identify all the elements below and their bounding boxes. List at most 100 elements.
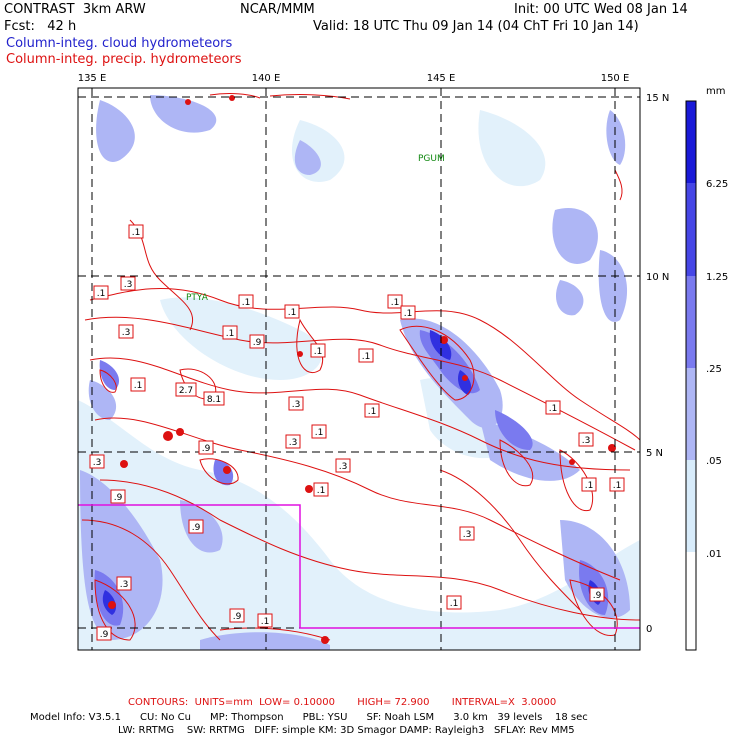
contour-label: .3: [335, 458, 351, 473]
contour-label-text: .1: [314, 347, 323, 357]
contour-label-text: .1: [134, 381, 143, 391]
contour-label: .1: [609, 477, 625, 492]
lon-label: 150 E: [601, 73, 630, 84]
contour-info: CONTOURS: UNITS=mm LOW= 0.10000 HIGH= 72…: [128, 697, 557, 708]
contour-label-text: .3: [120, 580, 129, 590]
colorbar-level: 1.25: [706, 272, 728, 283]
contour-label-text: .3: [463, 530, 472, 540]
contour-label-text: .3: [122, 328, 131, 338]
lon-label: 135 E: [78, 73, 107, 84]
colorbar-swatch: [686, 183, 696, 276]
contour-label-text: .3: [93, 458, 102, 468]
contour-label-text: .3: [289, 438, 298, 448]
contour-label-text: .9: [192, 523, 201, 533]
colorbar-level: .25: [706, 364, 722, 375]
contour-label-text: .9: [100, 630, 109, 640]
flight-track: [78, 504, 640, 629]
contour-label: .1: [222, 325, 238, 340]
contour-label: .1: [128, 224, 144, 239]
contour-label-text: .1: [362, 352, 371, 362]
lat-label: 15 N: [646, 93, 669, 104]
contour-label: .1: [310, 343, 326, 358]
valid-time: Valid: 18 UTC Thu 09 Jan 14 (04 ChT Fri …: [313, 19, 639, 34]
contour-label-text: .9: [202, 444, 211, 454]
colorbar-level: .05: [706, 456, 722, 467]
contour-label-text: .1: [97, 289, 106, 299]
model-title: CONTRAST 3km ARW: [4, 2, 146, 17]
contour-label: .1: [364, 403, 380, 418]
contour-label-text: .1: [242, 298, 251, 308]
contour-label: .1: [387, 294, 403, 309]
contour-label-text: .1: [132, 228, 141, 238]
center-name: NCAR/MMM: [240, 2, 315, 17]
contour-label-text: 8.1: [207, 395, 221, 405]
contour-label: .1: [257, 613, 273, 628]
contour-label: .1: [446, 595, 462, 610]
contour-label-text: .9: [253, 338, 262, 348]
contour-label: .9: [110, 489, 126, 504]
contour-label-text: .1: [288, 308, 297, 318]
contour-label-text: .1: [585, 481, 594, 491]
contour-label: .1: [93, 285, 109, 300]
contour-label: .3: [118, 324, 134, 339]
contour-label: .9: [229, 608, 245, 623]
field-cloud-label: Column-integ. cloud hydrometeors: [6, 36, 233, 51]
map-frame: [77, 87, 641, 651]
station-ptya: PTYA: [186, 293, 209, 303]
precip-contours: [81, 93, 640, 641]
physics-info: LW: RRTMG SW: RRTMG DIFF: simple KM: 3D …: [118, 725, 575, 736]
colorbar-unit: mm: [706, 86, 725, 97]
contour-label: .9: [589, 587, 605, 602]
contour-label: .3: [89, 454, 105, 469]
contour-label: .3: [116, 576, 132, 591]
contour-label-text: .9: [114, 493, 123, 503]
contour-label: .3: [120, 276, 136, 291]
contour-label-text: .1: [404, 309, 413, 319]
contour-label: .3: [459, 526, 475, 541]
contour-label-text: .1: [613, 481, 622, 491]
contour-label-text: .3: [292, 400, 301, 410]
contour-label-text: .3: [124, 280, 133, 290]
colorbar-swatch: [686, 552, 696, 650]
contour-label: .9: [249, 334, 265, 349]
contour-label-text: .1: [317, 486, 326, 496]
colorbar-swatch: [686, 276, 696, 368]
station-pgum: PGUM: [418, 154, 445, 164]
colorbar-level: .01: [706, 549, 722, 560]
contour-label: .1: [545, 400, 561, 415]
contour-label-text: .1: [391, 298, 400, 308]
contour-label: 2.7: [175, 382, 197, 397]
contour-label: .1: [400, 305, 416, 320]
contour-label: .3: [578, 432, 594, 447]
model-info: Model Info: V3.5.1 CU: No Cu MP: Thompso…: [30, 712, 588, 723]
colorbar-swatch: [686, 368, 696, 460]
colorbar-swatch: [686, 101, 696, 183]
contour-label: .1: [284, 304, 300, 319]
contour-labels: .1 .3 .1 .1 .3 .1 .9 .1 2.7 8.1 .9 .3 .3 .1 .3 .1 .3 .1 .1…: [89, 224, 625, 641]
contour-label-text: .1: [315, 428, 324, 438]
contour-label: .1: [581, 477, 597, 492]
colorbar-swatch: [686, 460, 696, 552]
contour-label-text: .3: [582, 436, 591, 446]
contour-label: .3: [288, 396, 304, 411]
lon-label: 145 E: [427, 73, 456, 84]
contour-label-text: .3: [339, 462, 348, 472]
lat-label: 0: [646, 624, 652, 635]
colorbar-level: 6.25: [706, 179, 728, 190]
contour-label-text: .9: [593, 591, 602, 601]
forecast-hour: Fcst: 42 h: [4, 19, 77, 34]
contour-label-text: .1: [450, 599, 459, 609]
colorbar: [685, 100, 697, 651]
lat-label: 5 N: [646, 448, 663, 459]
contour-label: .9: [198, 440, 214, 455]
contour-label-text: .1: [261, 617, 270, 627]
contour-label: .9: [188, 519, 204, 534]
contour-label: .1: [358, 348, 374, 363]
contour-label-text: .1: [226, 329, 235, 339]
contour-label-text: 2.7: [179, 386, 193, 396]
contour-label: .3: [285, 434, 301, 449]
contour-label: .9: [96, 626, 112, 641]
contour-label: .1: [313, 482, 329, 497]
contour-label-text: .1: [549, 404, 558, 414]
